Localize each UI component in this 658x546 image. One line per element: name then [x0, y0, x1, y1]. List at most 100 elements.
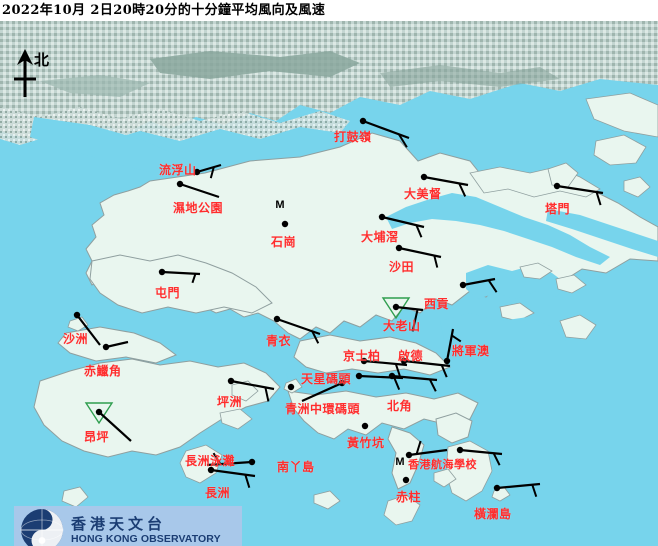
north-label: 北 [34, 51, 50, 69]
lantau-land [33, 358, 281, 458]
wind-barb-flag [212, 452, 222, 465]
wind-station-waglan-island[interactable] [493, 482, 541, 498]
station-dot[interactable] [273, 315, 281, 323]
station-dot[interactable] [420, 173, 428, 181]
station-dot[interactable] [378, 213, 386, 221]
wind-station-wetland-park[interactable] [176, 180, 220, 199]
station-dot[interactable] [158, 268, 166, 276]
station-dot[interactable] [102, 343, 110, 351]
station-label-waglan-island: 橫瀾島 [474, 507, 512, 521]
tap-mun-island [547, 162, 579, 188]
station-dot[interactable] [456, 446, 464, 454]
wind-station-sha-chau[interactable] [73, 311, 101, 346]
wind-station-chek-lap-kok[interactable] [102, 340, 129, 351]
station-label-cheung-chau: 長洲 [205, 486, 231, 500]
wind-station-north-point[interactable] [388, 372, 438, 392]
station-label-sha-chau: 沙洲 [63, 332, 89, 346]
wind-barb-shaft [98, 411, 132, 442]
wind-station-tates-cairn[interactable] [381, 297, 424, 332]
station-dot[interactable] [361, 422, 369, 430]
station-label-tai-mei-tuk: 大美督 [404, 187, 442, 201]
station-dot[interactable] [281, 220, 289, 228]
station-dot[interactable] [338, 379, 346, 387]
station-dot[interactable] [95, 408, 103, 416]
station-label-hk-sea-school: 香港航海學校 [408, 458, 477, 471]
wind-station-green-island[interactable] [287, 383, 295, 391]
station-dot[interactable] [359, 117, 367, 125]
station-dot[interactable] [459, 281, 467, 289]
station-label-wong-chuk-hang: 黃竹坑 [347, 436, 385, 450]
station-dot[interactable] [73, 311, 81, 319]
wind-barb-flag [415, 440, 422, 455]
wind-barb-flag [244, 474, 251, 488]
station-dot[interactable] [193, 168, 201, 176]
station-dot[interactable] [355, 372, 363, 380]
station-label-shek-kong: 石崗 [271, 235, 297, 249]
wind-barb-shaft [395, 305, 424, 312]
se-island-group [559, 314, 597, 340]
wind-barb-flag [487, 279, 498, 293]
wind-barb-flag [411, 309, 419, 332]
wind-station-tuen-mun[interactable] [158, 268, 201, 284]
wind-station-lau-fau-shan[interactable] [193, 163, 222, 179]
station-dot[interactable] [287, 383, 295, 391]
station-dot[interactable] [207, 466, 215, 474]
wind-station-shek-kong[interactable]: M [275, 199, 289, 228]
station-dot[interactable] [176, 180, 184, 188]
wind-station-stanley[interactable]: M [395, 456, 410, 484]
wind-barb-shaft [196, 163, 222, 174]
station-label-star-ferry: 天星碼頭 [301, 372, 352, 386]
station-dot[interactable] [388, 372, 396, 380]
wind-station-central-pier[interactable] [301, 379, 346, 403]
wind-station-ngong-ping[interactable] [84, 402, 132, 442]
wind-station-sai-kung[interactable] [459, 277, 498, 293]
wind-station-tap-mun[interactable] [553, 182, 604, 206]
station-label-kai-tak: 啟德 [398, 349, 424, 363]
wind-station-tai-po-kau[interactable] [378, 213, 425, 238]
station-dot[interactable] [400, 357, 408, 365]
wind-station-tai-mei-tuk[interactable] [420, 173, 469, 197]
wind-station-wong-chuk-hang[interactable] [361, 422, 369, 430]
station-dot[interactable] [553, 182, 561, 190]
wind-station-lamma-island[interactable] [456, 446, 503, 466]
wind-station-hk-sea-school[interactable] [405, 440, 448, 459]
station-label-tuen-mun: 屯門 [155, 286, 181, 300]
wind-station-sha-tin[interactable] [395, 244, 442, 268]
station-dot[interactable] [227, 377, 235, 385]
wind-station-tsing-yi[interactable] [273, 315, 321, 344]
wind-station-ta-kwu-ling[interactable] [359, 117, 410, 148]
wind-station-kings-park[interactable] [360, 357, 408, 377]
wind-barb-layer[interactable]: MM [0, 21, 658, 546]
station-dot[interactable] [493, 484, 501, 492]
wind-station-star-ferry[interactable] [355, 372, 404, 390]
wind-barb-shaft [398, 246, 442, 259]
wind-barb-flag [433, 255, 439, 268]
wind-station-cheung-chau-beach[interactable] [206, 452, 256, 467]
wind-station-kai-tak[interactable] [400, 357, 451, 378]
station-dot[interactable] [360, 357, 368, 365]
mainland-hills [150, 51, 360, 79]
station-dot[interactable] [405, 451, 413, 459]
station-dot[interactable] [392, 303, 400, 311]
hko-logo-icon [20, 508, 64, 546]
wind-station-tseung-kwan-o[interactable] [443, 328, 462, 365]
small-island-a [433, 468, 457, 488]
wind-barb-shaft [230, 379, 275, 391]
wind-barb-shaft [381, 215, 425, 229]
ne-island-tung-ping [623, 176, 651, 198]
wind-station-cheung-chau[interactable] [207, 466, 256, 488]
station-dot[interactable] [402, 476, 410, 484]
wind-barb-flag [451, 334, 462, 343]
station-dot[interactable] [395, 244, 403, 252]
station-label-lamma-island: 南丫島 [277, 460, 315, 474]
wind-barb-flag [394, 363, 401, 377]
wind-station-peng-chau[interactable] [227, 377, 275, 402]
hko-logo: 香港天文台 HONG KONG OBSERVATORY [14, 506, 242, 546]
station-dot[interactable] [248, 458, 256, 466]
deep-bay [30, 117, 262, 181]
hko-name-cn: 香港天文台 [71, 514, 167, 533]
wind-barb-shaft [210, 468, 256, 478]
kowloon-land [293, 334, 451, 376]
station-dot[interactable] [443, 357, 451, 365]
